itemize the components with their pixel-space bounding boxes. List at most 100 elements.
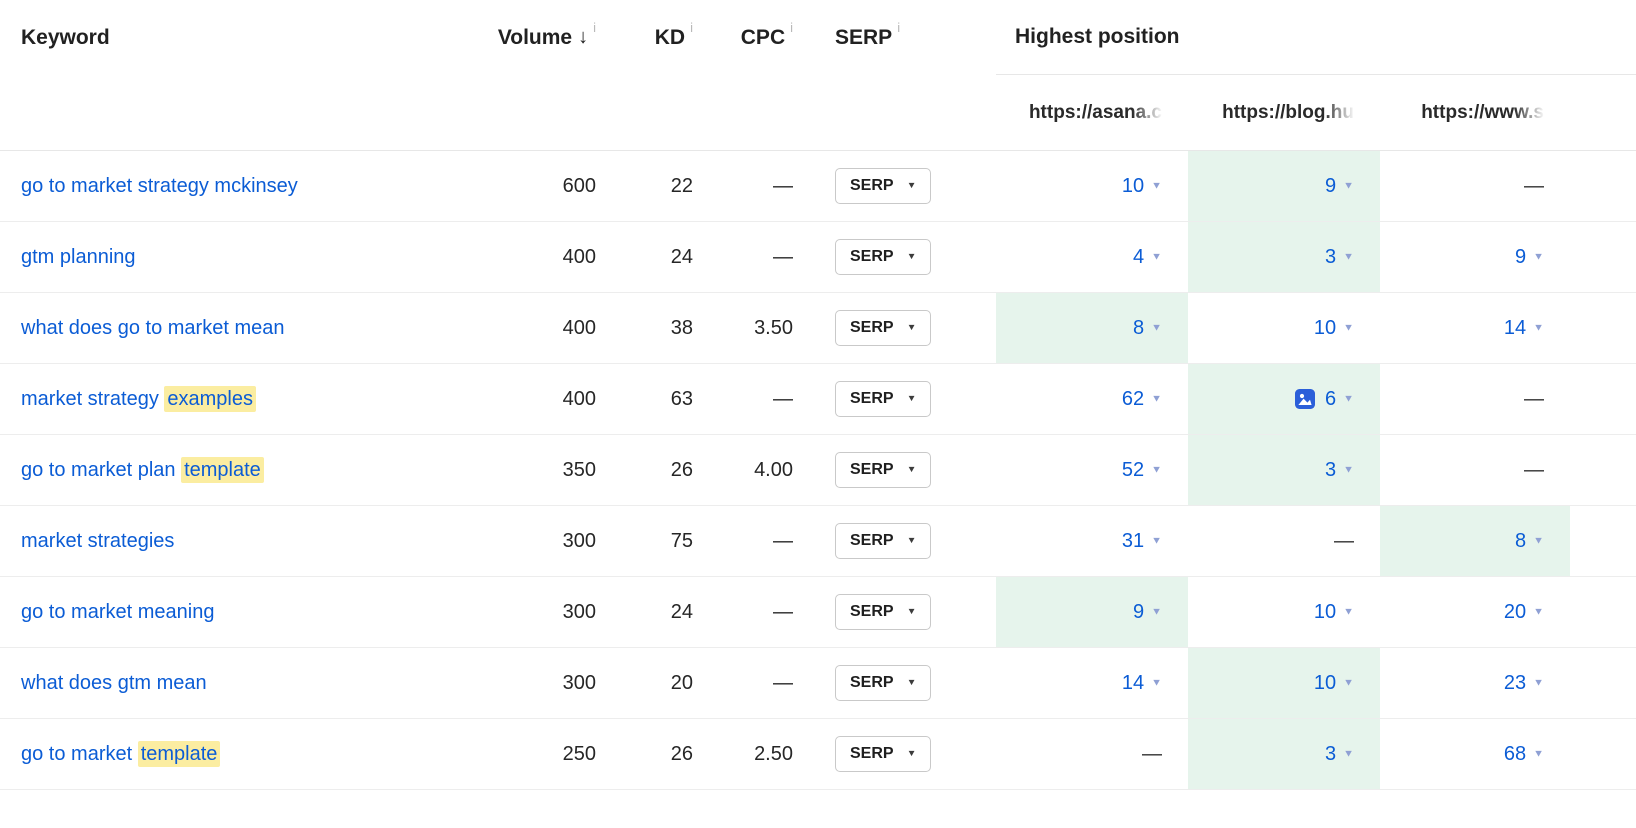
column-header-serp[interactable]: SERP i [795, 0, 996, 75]
keyword-link[interactable]: market strategies [21, 529, 175, 552]
column-group-highest-position: Highest position [996, 0, 1636, 75]
serp-dropdown-button[interactable]: SERP ▼ [835, 736, 932, 772]
position-dropdown[interactable]: 4 ▼ [1133, 246, 1162, 269]
position-caret-icon: ▼ [1151, 464, 1162, 476]
position-caret-icon: ▼ [1343, 322, 1354, 334]
position-cell: 9 ▼ [1188, 151, 1380, 221]
position-cell: 8 ▼ [996, 293, 1188, 363]
position-value: — [1524, 387, 1544, 410]
position-dropdown[interactable]: 9 ▼ [1133, 601, 1162, 624]
kd-value: 38 [670, 316, 693, 339]
position-dropdown[interactable]: 6 ▼ [1294, 388, 1354, 411]
serp-dropdown-button[interactable]: SERP ▼ [835, 523, 932, 559]
keyword-link[interactable]: go to market meaning [21, 600, 215, 623]
target-column-header-3[interactable]: https://www.s [1380, 75, 1570, 150]
keyword-link[interactable]: go to market strategy mckinsey [21, 174, 298, 197]
keyword-link[interactable]: go to market template [21, 740, 221, 767]
serp-dropdown-button[interactable]: SERP ▼ [835, 381, 932, 417]
position-dropdown[interactable]: 14 ▼ [1122, 672, 1162, 695]
cpc-value: — [773, 600, 793, 623]
position-caret-icon: ▼ [1151, 677, 1162, 689]
volume-value: 400 [562, 387, 596, 410]
target-column-header-2[interactable]: https://blog.hu [1188, 75, 1380, 150]
position-cell: 4 ▼ [996, 222, 1188, 292]
position-value: 9 [1132, 600, 1145, 623]
position-dropdown[interactable]: 68 ▼ [1504, 743, 1544, 766]
kd-value: 63 [670, 387, 693, 410]
position-dropdown[interactable]: 3 ▼ [1325, 459, 1354, 482]
info-icon[interactable]: i [593, 20, 596, 35]
keyword-cell: what does gtm mean [0, 648, 480, 718]
volume-header-label: Volume [497, 25, 573, 49]
position-cell: 9 ▼ [1380, 222, 1570, 292]
position-dropdown[interactable]: 20 ▼ [1504, 601, 1544, 624]
position-dropdown[interactable]: 31 ▼ [1122, 530, 1162, 553]
position-caret-icon: ▼ [1151, 180, 1162, 192]
column-header-kd[interactable]: KD i [600, 0, 695, 75]
position-dropdown[interactable]: 10 ▼ [1314, 601, 1354, 624]
position-dropdown[interactable]: 10 ▼ [1314, 672, 1354, 695]
keyword-link[interactable]: go to market plan template [21, 456, 264, 483]
position-dropdown[interactable]: 10 ▼ [1314, 317, 1354, 340]
keyword-link[interactable]: what does gtm mean [21, 671, 207, 694]
info-icon[interactable]: i [690, 20, 693, 35]
column-header-volume[interactable]: Volume ↓ i [480, 0, 600, 75]
position-caret-icon: ▼ [1533, 535, 1544, 547]
position-cell: 52 ▼ [996, 435, 1188, 505]
position-dropdown[interactable]: 62 ▼ [1122, 388, 1162, 411]
serp-dropdown-button[interactable]: SERP ▼ [835, 239, 932, 275]
keyword-cell: market strategies [0, 506, 480, 576]
serp-cell: SERP ▼ [795, 151, 996, 221]
position-cell: 31 ▼ [996, 506, 1188, 576]
cpc-value: 4.00 [754, 458, 793, 481]
position-value: — [1334, 529, 1354, 552]
position-dropdown[interactable]: 10 ▼ [1122, 175, 1162, 198]
column-header-keyword[interactable]: Keyword [0, 0, 480, 75]
serp-dropdown-button[interactable]: SERP ▼ [835, 594, 932, 630]
position-value: 10 [1313, 671, 1337, 694]
keyword-link[interactable]: what does go to market mean [21, 316, 285, 339]
position-cell: 14 ▼ [996, 648, 1188, 718]
position-caret-icon: ▼ [1151, 535, 1162, 547]
position-cell: — [1188, 506, 1380, 576]
position-dropdown: — [1524, 175, 1544, 198]
position-dropdown[interactable]: 8 ▼ [1515, 530, 1544, 553]
position-value: 8 [1132, 316, 1145, 339]
target-column-header-1[interactable]: https://asana.c [996, 75, 1188, 150]
serp-dropdown-button[interactable]: SERP ▼ [835, 452, 932, 488]
position-caret-icon: ▼ [1343, 464, 1354, 476]
position-dropdown[interactable]: 3 ▼ [1325, 743, 1354, 766]
serp-button-label: SERP [850, 319, 894, 336]
keyword-link[interactable]: market strategy examples [21, 385, 256, 412]
position-dropdown: — [1524, 459, 1544, 482]
keyword-link[interactable]: gtm planning [21, 245, 136, 268]
position-dropdown[interactable]: 9 ▼ [1325, 175, 1354, 198]
position-cell: 62 ▼ [996, 364, 1188, 434]
serp-cell: SERP ▼ [795, 222, 996, 292]
serp-dropdown-button[interactable]: SERP ▼ [835, 665, 932, 701]
kd-header-label: KD [654, 25, 686, 49]
info-icon[interactable]: i [897, 20, 901, 35]
column-header-cpc[interactable]: CPC i [695, 0, 795, 75]
position-dropdown[interactable]: 3 ▼ [1325, 246, 1354, 269]
serp-cell: SERP ▼ [795, 435, 996, 505]
position-dropdown[interactable]: 52 ▼ [1122, 459, 1162, 482]
position-dropdown[interactable]: 9 ▼ [1515, 246, 1544, 269]
position-dropdown: — [1142, 743, 1162, 766]
info-icon[interactable]: i [790, 20, 793, 35]
position-dropdown[interactable]: 23 ▼ [1504, 672, 1544, 695]
serp-button-label: SERP [850, 603, 894, 620]
table-row: go to market template 250 26 2.50 SERP ▼… [0, 719, 1636, 790]
serp-header-label: SERP [835, 25, 893, 49]
volume-value: 400 [562, 245, 596, 268]
serp-button-label: SERP [850, 177, 894, 194]
serp-cell: SERP ▼ [795, 506, 996, 576]
position-dropdown[interactable]: 14 ▼ [1504, 317, 1544, 340]
kd-value: 26 [670, 742, 693, 765]
chevron-down-icon: ▼ [906, 464, 917, 475]
serp-dropdown-button[interactable]: SERP ▼ [835, 168, 932, 204]
kd-value: 24 [670, 245, 693, 268]
serp-dropdown-button[interactable]: SERP ▼ [835, 310, 932, 346]
position-dropdown[interactable]: 8 ▼ [1133, 317, 1162, 340]
chevron-down-icon: ▼ [906, 180, 917, 191]
